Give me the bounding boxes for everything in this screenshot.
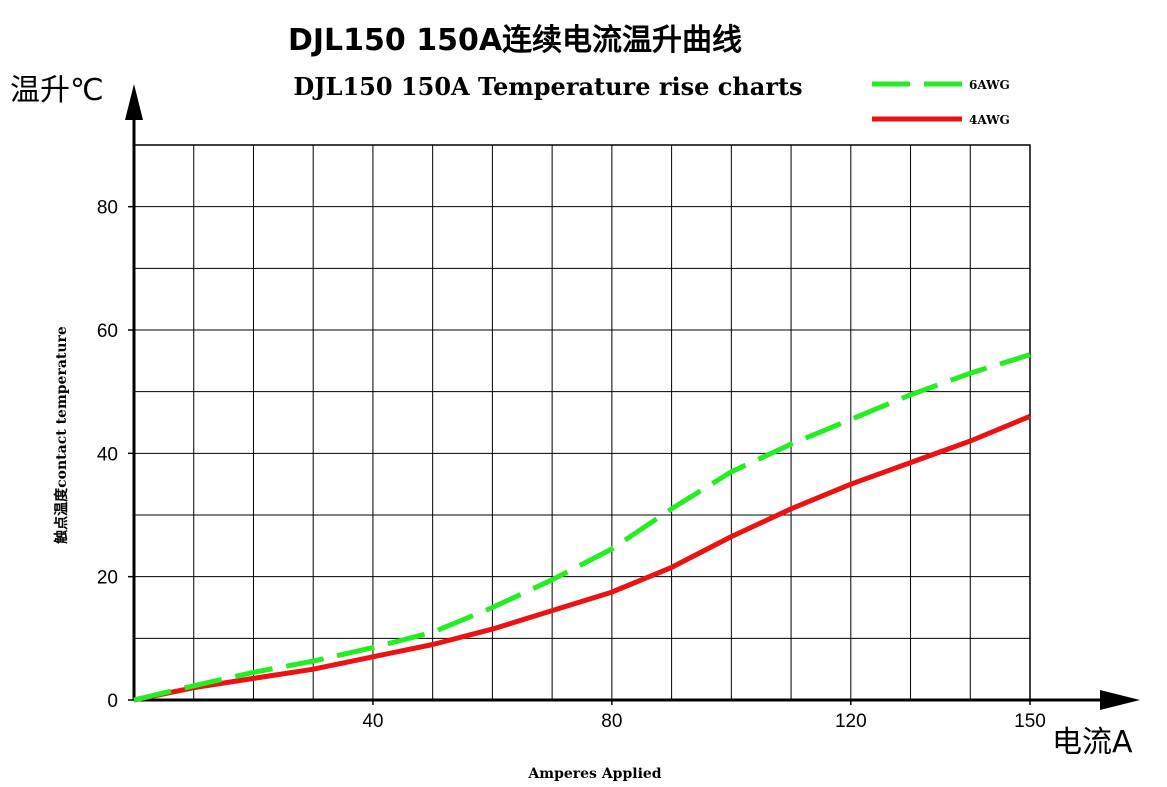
y-tick-label: 20 (97, 568, 118, 589)
legend-label-4awg: 4AWG (969, 113, 1010, 127)
axes (125, 84, 1140, 710)
x-tick-label: 80 (601, 711, 622, 732)
legend: 6AWG 4AWG (872, 78, 1010, 127)
y-unit-label: 温升℃ (10, 73, 104, 108)
y-tick-label: 80 (97, 198, 118, 219)
series-lines (133, 352, 1031, 703)
series-line-4awg (133, 413, 1031, 703)
chart-title: DJL150 150A连续电流温升曲线 (288, 23, 742, 58)
y-axis-arrow (125, 84, 143, 120)
legend-label-6awg: 6AWG (969, 78, 1010, 92)
x-axis-arrow (1100, 690, 1140, 710)
chart-subtitle: DJL150 150A Temperature rise charts (293, 72, 802, 101)
x-tick-label: 150 (1014, 711, 1046, 732)
grid (133, 144, 1031, 701)
y-tick-label: 60 (97, 321, 118, 342)
y-tick-label: 40 (97, 444, 118, 465)
x-axis-label: Amperes Applied (527, 766, 661, 782)
y-axis-label: 触点温度contact temperature (53, 326, 70, 545)
tick-labels: 0 20 40 60 80 40 80 120 150 (97, 198, 1046, 732)
y-tick-label: 0 (107, 691, 118, 712)
x-tick-label: 40 (362, 711, 383, 732)
x-unit-label: 电流A (1052, 725, 1133, 760)
series-line-6awg (133, 352, 1031, 703)
plot-frame (133, 144, 1031, 701)
x-tick-label: 120 (835, 711, 867, 732)
